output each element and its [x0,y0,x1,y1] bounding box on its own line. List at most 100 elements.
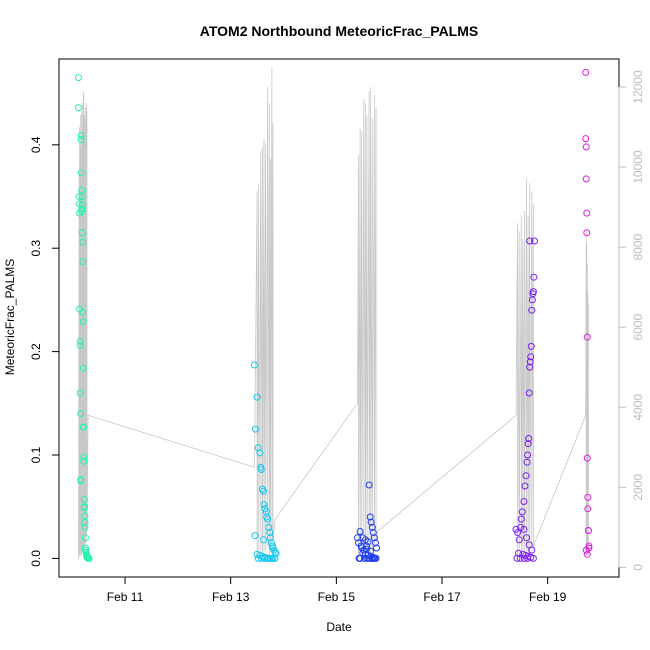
data-point [76,209,84,217]
data-point [364,538,372,546]
data-point [78,205,86,213]
data-point [75,193,83,200]
data-point [260,536,267,544]
data-point [266,534,274,542]
y2-tick-label: 4000 [631,394,645,421]
data-point [372,539,379,547]
secondary-line-segment [585,231,590,556]
data-point [77,410,85,418]
data-point [268,554,276,562]
data-point [582,68,590,76]
y-axis-right: 0 2000 4000 6000 8000 10000 12000 [618,70,645,571]
data-point [76,337,84,345]
y2-tick-label: 10000 [631,150,645,184]
data-point [260,487,267,495]
data-point [251,532,259,540]
y-tick-label: 0.1 [29,446,43,463]
data-point [80,423,88,431]
data-point [251,361,258,369]
y2-tick-label: 12000 [631,70,645,104]
data-point [530,273,538,281]
data-point [79,364,87,372]
data-point [80,453,88,461]
data-point [76,341,84,349]
data-point [583,209,591,217]
data-point [526,237,534,245]
data-point [583,454,591,462]
data-point [523,458,531,466]
data-point [257,554,265,562]
data-point [78,193,86,200]
y-axis-label: MeteoricFrac_PALMS [3,259,17,375]
data-point [79,308,87,316]
data-point [583,550,591,558]
data-point [78,229,86,237]
data-point [372,554,380,562]
data-point [584,493,592,501]
data-point [75,104,82,112]
data-point [529,288,537,296]
data-point [365,481,373,489]
y2-tick-label: 6000 [631,314,645,341]
data-point [525,389,533,397]
y-tick-label: 0.3 [29,240,43,257]
data-point [271,554,279,562]
data-point [516,554,524,562]
chart-title: ATOM2 Northbound MeteoricFrac_PALMS [200,23,478,39]
data-point [80,504,88,512]
data-point [368,554,376,562]
x-tick-label: Feb 17 [423,590,461,604]
data-point [521,482,529,490]
data-point [524,554,532,562]
data-point [520,525,528,533]
data-point [584,527,592,534]
data-point [582,143,590,151]
x-tick-label: Feb 11 [107,590,144,604]
data-point [260,501,268,509]
data-point [524,440,532,448]
data-point [80,457,88,465]
data-point [77,136,85,144]
data-point [262,508,270,516]
data-point [366,513,374,521]
data-point [531,237,538,245]
data-point [369,529,377,536]
data-point [357,542,365,550]
data-point [261,505,269,513]
data-point [363,545,370,553]
secondary-line-segment [515,179,587,556]
data-point [582,175,590,183]
data-point [85,554,93,562]
y-tick-label: 0.4 [29,136,43,153]
y2-tick-label: 0 [631,564,645,571]
data-point [79,318,87,326]
data-point [75,74,82,82]
data-point [526,358,534,366]
data-point [264,515,272,523]
data-point [367,518,375,526]
data-point [528,546,536,554]
data-point [363,542,370,550]
data-point [81,523,89,531]
data-point [79,258,87,266]
data-point [266,529,274,536]
data-point [265,523,273,531]
data-point [272,549,280,557]
data-point [584,505,592,513]
data-point [252,425,259,433]
data-point [583,333,591,341]
y2-tick-label: 8000 [631,233,645,260]
data-point [253,393,261,401]
x-tick-label: Feb 15 [318,590,356,604]
data-point [355,554,363,562]
data-point [77,476,85,484]
data-point [80,496,88,503]
data-point [518,508,526,516]
data-point [257,466,265,473]
data-point [520,498,528,505]
data-point [515,536,523,544]
y2-tick-label: 2000 [631,474,645,501]
data-point [370,534,378,542]
data-point [354,534,361,542]
